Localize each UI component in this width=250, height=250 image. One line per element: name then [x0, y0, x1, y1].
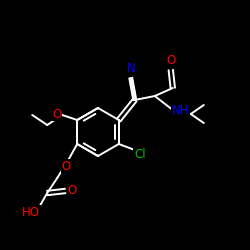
Text: Cl: Cl: [134, 148, 145, 160]
Text: O: O: [62, 160, 71, 172]
Text: NH: NH: [172, 104, 190, 117]
Text: O: O: [52, 108, 62, 120]
Text: O: O: [68, 184, 77, 198]
Text: O: O: [166, 54, 175, 68]
Text: N: N: [126, 62, 135, 76]
Text: HO: HO: [22, 206, 40, 218]
